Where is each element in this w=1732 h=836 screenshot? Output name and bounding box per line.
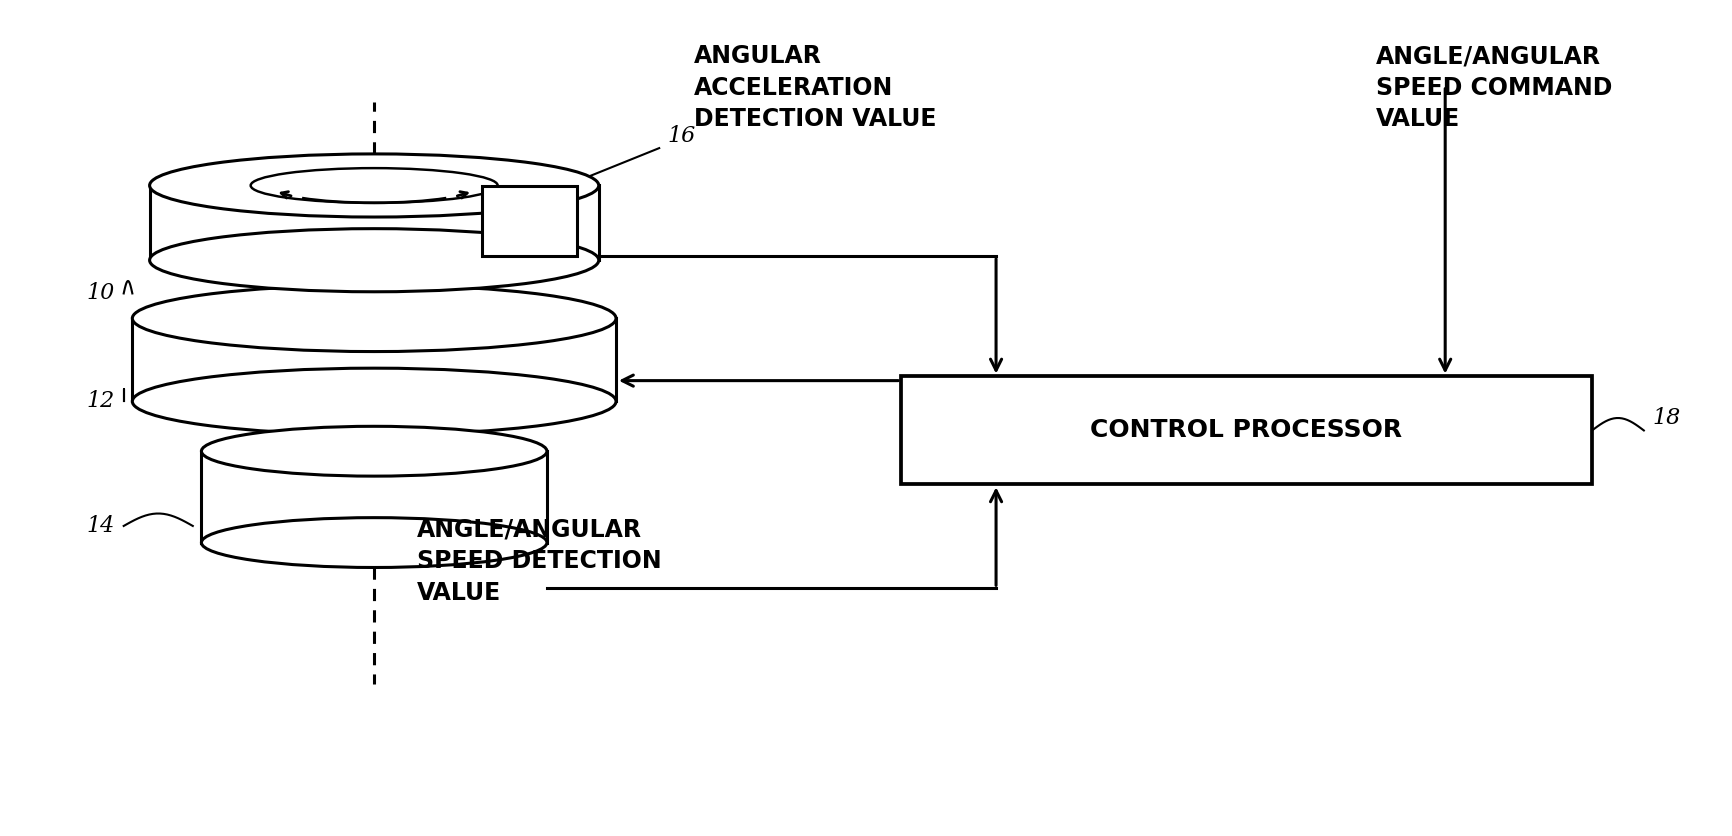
Text: 10: 10 (87, 283, 114, 304)
Text: ANGLE/ANGULAR
SPEED COMMAND
VALUE: ANGLE/ANGULAR SPEED COMMAND VALUE (1375, 44, 1611, 131)
Text: CONTROL PROCESSOR: CONTROL PROCESSOR (1089, 419, 1401, 442)
Bar (481, 186, 577, 257)
Text: ANGULAR
ACCELERATION
DETECTION VALUE: ANGULAR ACCELERATION DETECTION VALUE (693, 44, 935, 131)
Text: 14: 14 (87, 515, 114, 537)
Text: ANGLE/ANGULAR
SPEED DETECTION
VALUE: ANGLE/ANGULAR SPEED DETECTION VALUE (417, 517, 662, 605)
Ellipse shape (132, 368, 615, 435)
Ellipse shape (149, 154, 598, 217)
Bar (901, 376, 1592, 484)
Ellipse shape (251, 168, 497, 203)
Text: 16: 16 (667, 125, 696, 146)
Text: 12: 12 (87, 390, 114, 412)
Ellipse shape (201, 426, 547, 477)
Ellipse shape (149, 229, 598, 292)
Ellipse shape (132, 285, 615, 352)
Ellipse shape (201, 517, 547, 568)
Text: 18: 18 (1652, 407, 1680, 429)
